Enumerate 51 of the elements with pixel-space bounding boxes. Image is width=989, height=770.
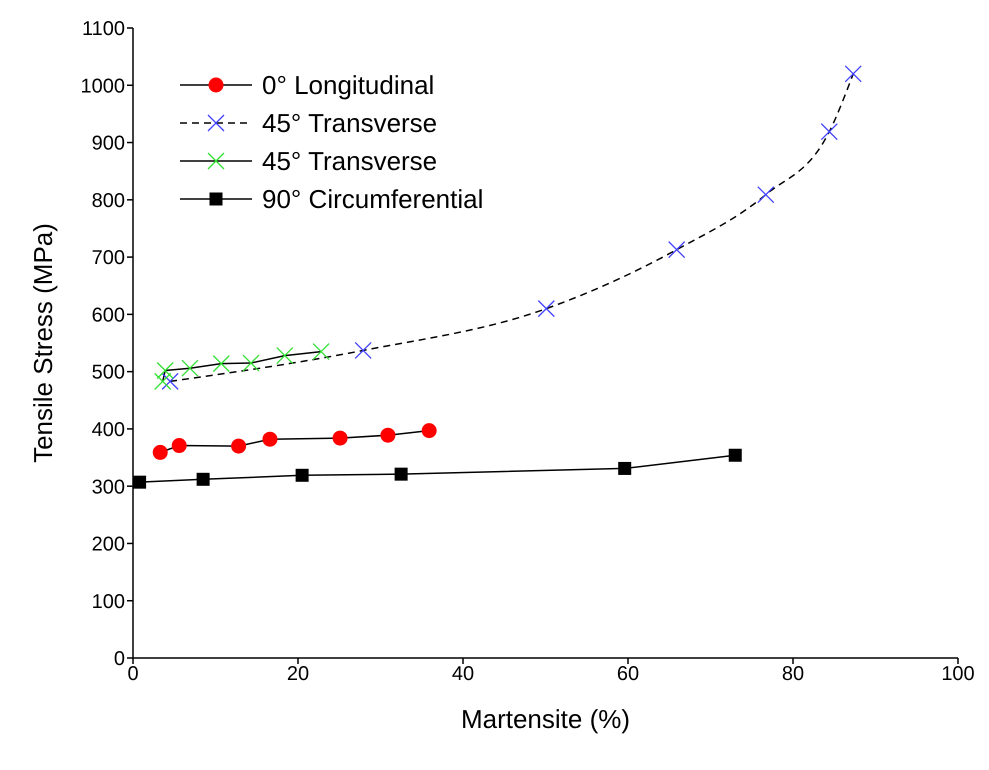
point (844, 65, 862, 82)
point (618, 462, 632, 475)
point (212, 354, 230, 372)
x-tick-label: 100 (941, 663, 975, 686)
point (820, 123, 838, 140)
point (181, 360, 199, 377)
point (296, 468, 309, 482)
point (196, 472, 210, 486)
legend-label: 90° Circumferential (262, 184, 484, 214)
y-tick-label: 900 (92, 132, 125, 155)
point (156, 362, 174, 380)
x-axis-title: Martensite (%) (460, 704, 630, 734)
y-tick-label: 0 (114, 648, 125, 670)
x-tick-label: 60 (616, 663, 640, 686)
point (332, 430, 348, 446)
y-tick-label: 600 (92, 304, 125, 326)
legend-label: 45° Transverse (262, 108, 438, 138)
point (312, 342, 330, 360)
x-tick-label: 80 (782, 663, 804, 686)
y-axis-title: Tensile Stress (MPa) (28, 223, 58, 463)
point (152, 444, 168, 460)
point (154, 372, 172, 390)
point (242, 354, 260, 372)
y-tick-label: 300 (92, 476, 125, 498)
y-tick-label: 1000 (80, 75, 125, 98)
legend-label: 0° Longitudinal (262, 70, 434, 100)
point (262, 432, 278, 447)
point (422, 423, 437, 438)
point (276, 346, 294, 364)
point (394, 468, 408, 481)
point (133, 476, 146, 489)
y-tick-label: 700 (92, 247, 125, 270)
point (668, 240, 686, 258)
y-tick-label: 800 (92, 190, 125, 212)
x-tick-label: 40 (452, 663, 474, 686)
point (757, 186, 774, 204)
point (172, 438, 187, 454)
point (231, 438, 246, 454)
y-tick-label: 1100 (82, 18, 125, 40)
y-tick-label: 100 (92, 590, 125, 613)
point (538, 300, 555, 318)
y-tick-label: 500 (92, 362, 125, 384)
point (380, 428, 396, 443)
point (161, 372, 179, 390)
point (728, 448, 742, 462)
point (354, 342, 372, 360)
x-tick-label: 20 (286, 663, 310, 686)
y-tick-label: 400 (92, 419, 125, 442)
legend-label: 45° Transverse (262, 146, 438, 176)
x-tick-label: 0 (127, 663, 139, 686)
y-tick-label: 200 (92, 534, 125, 556)
